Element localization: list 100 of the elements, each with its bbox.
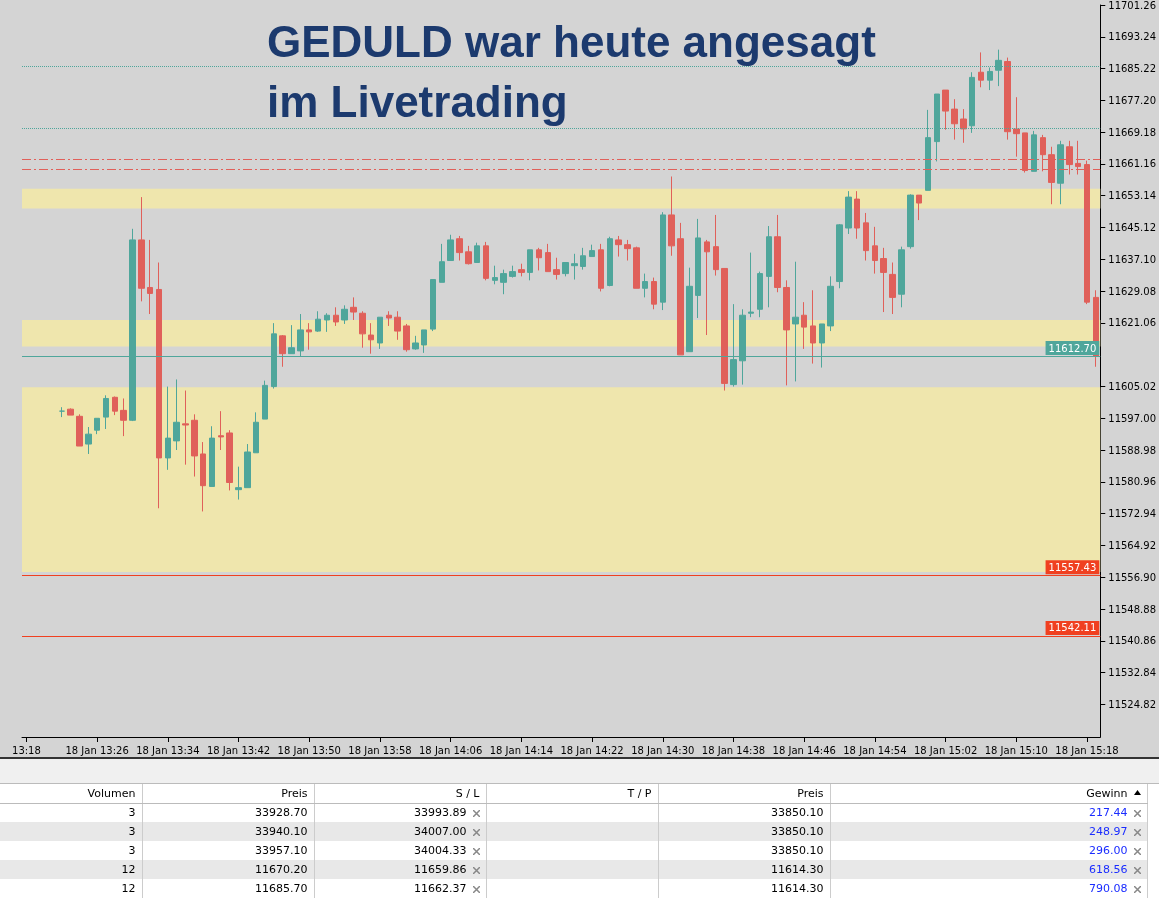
candlestick — [235, 466, 242, 501]
candlestick — [872, 226, 878, 275]
text: 12 — [121, 863, 136, 876]
x-tick-label: 18 Jan 14:46 — [772, 744, 836, 756]
x-tick-label: 18 Jan 13:26 — [65, 744, 129, 756]
category-label: S / L — [314, 784, 486, 803]
text: 11662.37 — [414, 882, 467, 895]
candlestick — [244, 443, 251, 489]
y-tick-label: 11653.14 — [1108, 190, 1156, 202]
candlestick — [315, 310, 321, 333]
text: 33850.10 — [771, 825, 824, 838]
y-tick-label: 11605.02 — [1108, 381, 1156, 392]
candlestick — [421, 329, 427, 354]
candlestick — [748, 252, 754, 318]
y-tick-label: 11621.06 — [1108, 317, 1156, 329]
candlestick — [138, 196, 145, 302]
candlestick — [624, 239, 631, 262]
candlestick — [218, 410, 224, 451]
candlestick — [810, 289, 816, 365]
candlestick — [1031, 130, 1037, 172]
candlestick — [324, 312, 330, 333]
candlestick — [607, 236, 613, 287]
text: 3 — [128, 806, 136, 820]
candlestick — [801, 301, 807, 350]
candlestick — [898, 246, 905, 308]
x-tick-label: 18 Jan 13:58 — [348, 744, 412, 756]
x-tick-label: 18 Jan 14:54 — [843, 744, 907, 756]
text: 34007.00 — [414, 825, 467, 838]
candlestick — [863, 212, 869, 262]
candlestick — [279, 334, 286, 368]
candlestick — [474, 242, 480, 263]
candlestick — [226, 429, 233, 491]
candlestick — [456, 235, 463, 262]
text: 790.08 — [1089, 882, 1128, 895]
candlestick — [85, 426, 92, 455]
text: 33850.10 — [771, 806, 824, 820]
x-tick-label: 18 Jan 14:38 — [701, 744, 766, 756]
candlestick — [165, 386, 171, 471]
candlestick — [403, 323, 410, 353]
candlestick — [377, 316, 383, 350]
text: 12 — [121, 882, 136, 895]
text: 11659.86 — [414, 863, 467, 876]
candlestick — [642, 273, 648, 298]
text: 11614.30 — [771, 882, 824, 895]
text: 217.44 — [1089, 806, 1128, 820]
candlestick — [783, 279, 790, 386]
candlestick — [987, 66, 993, 91]
y-tick-label: 11685.22 — [1108, 63, 1156, 75]
text: 33850.10 — [771, 844, 824, 857]
candlestick — [889, 262, 896, 315]
y-tick-label: 11564.92 — [1108, 539, 1156, 551]
candlestick — [571, 253, 578, 281]
candlestick — [500, 269, 507, 295]
ref-line-label: 11612.70 — [1048, 342, 1097, 354]
candlestick — [412, 335, 419, 351]
candlestick — [1013, 96, 1020, 158]
candlestick — [359, 310, 366, 349]
candlestick — [951, 98, 958, 141]
candlestick — [536, 247, 542, 271]
candlestick — [880, 247, 887, 313]
candlestick — [509, 265, 516, 279]
x-tick-label: 18 Jan 15:02 — [913, 744, 978, 756]
y-tick-label: 11645.12 — [1108, 222, 1156, 234]
candlestick — [306, 322, 312, 351]
y-tick-label: 11548.88 — [1108, 603, 1156, 615]
x-tick-label: 18 Jan 14:06 — [419, 744, 483, 756]
candlestick — [677, 222, 684, 356]
candlestick — [978, 51, 984, 88]
candlestick — [182, 390, 189, 466]
candlestick — [633, 246, 640, 289]
category-label: Preis — [142, 784, 314, 803]
candlestick — [721, 267, 728, 392]
text: 33940.10 — [255, 825, 308, 838]
x-tick-label: 18 Jan 14:30 — [631, 744, 695, 756]
candlestick — [827, 275, 834, 332]
candlestick — [598, 243, 604, 292]
candlestick — [960, 108, 967, 144]
candlestick — [854, 190, 860, 240]
text: 618.56 — [1089, 863, 1128, 876]
candlestick — [173, 378, 180, 451]
y-tick-label: 11701.26 — [1108, 0, 1156, 11]
y-tick-label: 11540.86 — [1108, 635, 1156, 647]
candlestick — [288, 324, 295, 355]
candlestick — [59, 406, 65, 418]
candlestick — [545, 243, 551, 273]
candlestick — [845, 190, 852, 235]
candlestick — [262, 380, 268, 420]
candlestick — [836, 223, 843, 289]
candlestick — [615, 235, 622, 258]
candlestick — [1057, 140, 1064, 205]
candlestick — [589, 244, 595, 258]
candlestick — [704, 239, 710, 336]
text: 11685.70 — [255, 882, 308, 895]
candlestick — [156, 262, 162, 509]
y-tick-label: 11572.94 — [1108, 508, 1156, 520]
y-tick-label: 11677.20 — [1108, 94, 1156, 106]
text: 33957.10 — [255, 844, 308, 857]
candlestick — [942, 89, 949, 131]
candlestick — [695, 218, 701, 319]
candlestick — [766, 225, 772, 308]
